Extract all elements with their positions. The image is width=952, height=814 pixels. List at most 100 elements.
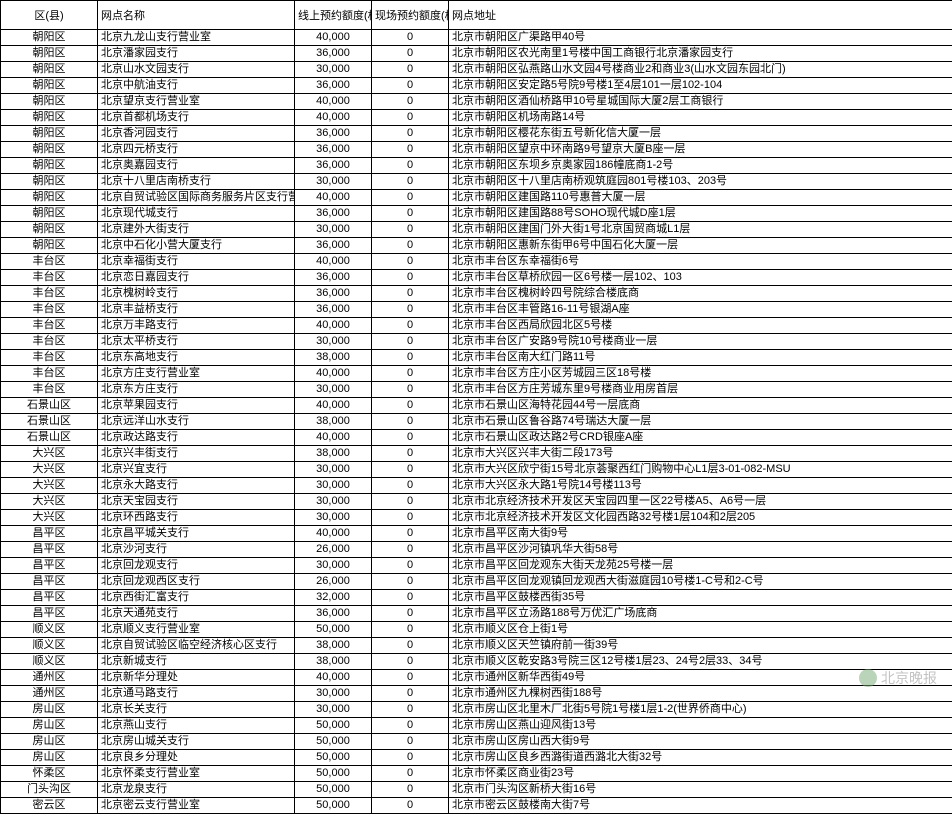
- table-row: 朝阳区北京首都机场支行40,0000北京市朝阳区机场南路14号: [1, 110, 952, 126]
- table-row: 朝阳区北京奥嘉园支行36,0000北京市朝阳区东坝乡京奥家园186幢底商1-2号: [1, 158, 952, 174]
- cell: 北京密云支行营业室: [98, 798, 295, 814]
- cell: 北京四元桥支行: [98, 142, 295, 158]
- cell: 北京东方庄支行: [98, 382, 295, 398]
- cell: 北京市房山区北里木厂北街5号院1号楼1层1-2(世界侨商中心): [449, 702, 952, 718]
- cell: 0: [372, 350, 449, 366]
- hdr-branch: 网点名称: [98, 1, 295, 30]
- cell: 北京市房山区燕山迎风街13号: [449, 718, 952, 734]
- cell: 昌平区: [1, 558, 98, 574]
- cell: 大兴区: [1, 446, 98, 462]
- cell: 北京市朝阳区弘燕路山水文园4号楼商业2和商业3(山水文园东园北门): [449, 62, 952, 78]
- cell: 丰台区: [1, 286, 98, 302]
- cell: 26,000: [295, 542, 372, 558]
- cell: 0: [372, 478, 449, 494]
- cell: 丰台区: [1, 350, 98, 366]
- cell: 0: [372, 78, 449, 94]
- cell: 朝阳区: [1, 142, 98, 158]
- cell: 38,000: [295, 638, 372, 654]
- cell: 0: [372, 750, 449, 766]
- cell: 36,000: [295, 606, 372, 622]
- table-row: 丰台区北京东方庄支行30,0000北京市丰台区方庄芳城东里9号楼商业用房首层: [1, 382, 952, 398]
- cell: 0: [372, 462, 449, 478]
- cell: 36,000: [295, 286, 372, 302]
- table-row: 朝阳区北京望京支行营业室40,0000北京市朝阳区酒仙桥路甲10号星城国际大厦2…: [1, 94, 952, 110]
- cell: 0: [372, 270, 449, 286]
- cell: 朝阳区: [1, 62, 98, 78]
- cell: 北京市朝阳区十八里店南桥观筑庭园801号楼103、203号: [449, 174, 952, 190]
- cell: 大兴区: [1, 462, 98, 478]
- hdr-district: 区(县): [1, 1, 98, 30]
- table-row: 石景山区北京苹果园支行40,0000北京市石景山区海特花园44号一层底商: [1, 398, 952, 414]
- cell: 北京昌平城关支行: [98, 526, 295, 542]
- cell: 0: [372, 590, 449, 606]
- cell: 0: [372, 46, 449, 62]
- watermark: 北京晚报: [859, 668, 937, 688]
- cell: 30,000: [295, 222, 372, 238]
- cell: 北京龙泉支行: [98, 782, 295, 798]
- cell: 北京市北京经济技术开发区天宝园四里一区22号楼A5、A6号一层: [449, 494, 952, 510]
- cell: 北京怀柔支行营业室: [98, 766, 295, 782]
- table-row: 昌平区北京西街汇富支行32,0000北京市昌平区鼓楼西街35号: [1, 590, 952, 606]
- cell: 50,000: [295, 750, 372, 766]
- cell: 北京新城支行: [98, 654, 295, 670]
- table-row: 朝阳区北京中石化小营大厦支行36,0000北京市朝阳区惠新东街甲6号中国石化大厦…: [1, 238, 952, 254]
- cell: 0: [372, 430, 449, 446]
- cell: 北京市丰台区丰管路16-11号银湖A座: [449, 302, 952, 318]
- cell: 朝阳区: [1, 110, 98, 126]
- cell: 36,000: [295, 158, 372, 174]
- hdr-onsite: 现场预约额度(枚): [372, 1, 449, 30]
- cell: 0: [372, 126, 449, 142]
- cell: 朝阳区: [1, 222, 98, 238]
- cell: 38,000: [295, 414, 372, 430]
- cell: 0: [372, 174, 449, 190]
- hdr-online: 线上预约额度(枚): [295, 1, 372, 30]
- table-row: 怀柔区北京怀柔支行营业室50,0000北京市怀柔区商业街23号: [1, 766, 952, 782]
- cell: 北京回龙观西区支行: [98, 574, 295, 590]
- cell: 朝阳区: [1, 78, 98, 94]
- cell: 北京丰益桥支行: [98, 302, 295, 318]
- cell: 顺义区: [1, 654, 98, 670]
- cell: 北京东高地支行: [98, 350, 295, 366]
- cell: 0: [372, 638, 449, 654]
- cell: 0: [372, 190, 449, 206]
- table-row: 房山区北京房山城关支行50,0000北京市房山区房山西大街9号: [1, 734, 952, 750]
- cell: 0: [372, 782, 449, 798]
- cell: 北京市朝阳区惠新东街甲6号中国石化大厦一层: [449, 238, 952, 254]
- cell: 30,000: [295, 382, 372, 398]
- cell: 30,000: [295, 702, 372, 718]
- cell: 北京市石景山区鲁谷路74号瑞达大厦一层: [449, 414, 952, 430]
- cell: 0: [372, 526, 449, 542]
- cell: 北京市朝阳区东坝乡京奥家园186幢底商1-2号: [449, 158, 952, 174]
- cell: 北京市昌平区回龙观镇回龙观西大街滋庭园10号楼1-C号和2-C号: [449, 574, 952, 590]
- cell: 北京通马路支行: [98, 686, 295, 702]
- cell: 北京首都机场支行: [98, 110, 295, 126]
- cell: 北京市昌平区回龙观东大街天龙苑25号楼一层: [449, 558, 952, 574]
- cell: 36,000: [295, 302, 372, 318]
- hdr-address: 网点地址: [449, 1, 952, 30]
- watermark-text: 北京晚报: [881, 668, 937, 688]
- table-row: 昌平区北京回龙观支行30,0000北京市昌平区回龙观东大街天龙苑25号楼一层: [1, 558, 952, 574]
- cell: 36,000: [295, 126, 372, 142]
- cell: 0: [372, 606, 449, 622]
- table-row: 大兴区北京兴宜支行30,0000北京市大兴区欣宁街15号北京荟聚西红门购物中心L…: [1, 462, 952, 478]
- cell: 北京市丰台区广安路9号院10号楼商业一层: [449, 334, 952, 350]
- cell: 北京奥嘉园支行: [98, 158, 295, 174]
- cell: 北京恋日嘉园支行: [98, 270, 295, 286]
- cell: 0: [372, 366, 449, 382]
- cell: 30,000: [295, 62, 372, 78]
- cell: 30,000: [295, 494, 372, 510]
- cell: 0: [372, 254, 449, 270]
- cell: 30,000: [295, 510, 372, 526]
- cell: 0: [372, 494, 449, 510]
- cell: 40,000: [295, 30, 372, 46]
- cell: 北京方庄支行营业室: [98, 366, 295, 382]
- cell: 北京市朝阳区建国路110号惠普大厦一层: [449, 190, 952, 206]
- cell: 36,000: [295, 270, 372, 286]
- cell: 房山区: [1, 702, 98, 718]
- cell: 石景山区: [1, 430, 98, 446]
- table-row: 朝阳区北京四元桥支行36,0000北京市朝阳区望京中环南路9号望京大厦B座一层: [1, 142, 952, 158]
- cell: 36,000: [295, 238, 372, 254]
- cell: 昌平区: [1, 542, 98, 558]
- cell: 大兴区: [1, 510, 98, 526]
- cell: 北京市朝阳区酒仙桥路甲10号星城国际大厦2层工商银行: [449, 94, 952, 110]
